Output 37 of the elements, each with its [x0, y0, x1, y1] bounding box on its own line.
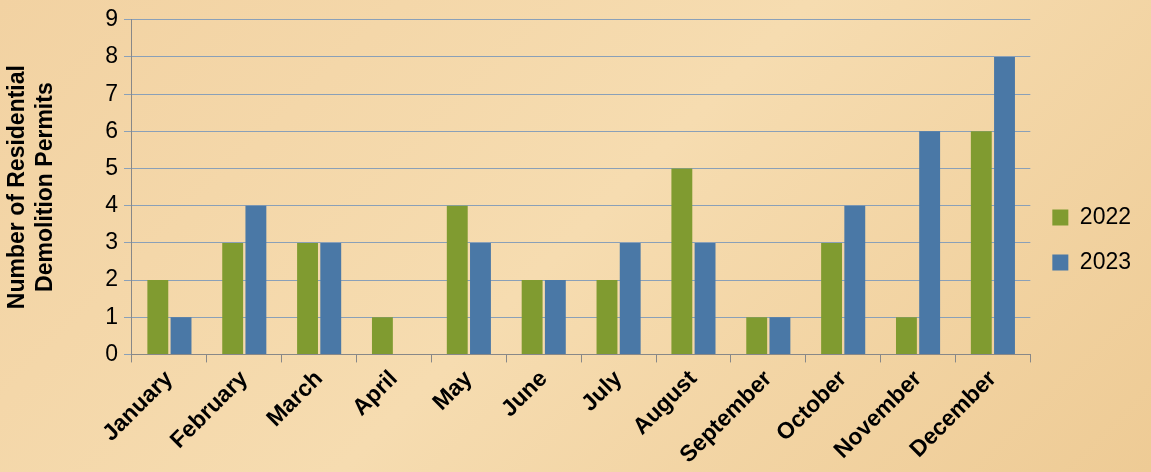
- bar: [671, 168, 693, 354]
- y-axis-title: Number of Residential Demolition Permits: [3, 65, 57, 310]
- legend-label: 2022: [1079, 202, 1132, 229]
- bar: [297, 242, 318, 354]
- bar: [544, 280, 566, 354]
- bar: [919, 131, 941, 354]
- bar: [746, 317, 768, 354]
- bar: [222, 242, 244, 354]
- y-tick-label: 0: [105, 339, 118, 366]
- y-tick-label: 2: [105, 265, 118, 292]
- bar: [521, 280, 543, 354]
- y-tick-label: 4: [105, 191, 119, 218]
- bar: [470, 242, 491, 354]
- bar: [446, 205, 468, 354]
- y-tick-label: 9: [105, 5, 118, 32]
- bar: [994, 56, 1015, 354]
- y-tick-label: 6: [105, 116, 118, 143]
- bar: [320, 242, 342, 354]
- y-tick-label: 1: [105, 302, 118, 329]
- bar: [895, 317, 917, 354]
- y-tick-label: 8: [105, 42, 118, 69]
- bar: [694, 242, 716, 354]
- x-tick-label: May: [426, 364, 478, 415]
- bar: [170, 317, 192, 354]
- bar: [147, 280, 169, 354]
- y-tick-label: 5: [105, 153, 118, 180]
- y-tick-label: 3: [105, 228, 118, 255]
- bar: [970, 131, 992, 354]
- y-tick-label: 7: [105, 79, 118, 106]
- bar: [769, 317, 791, 354]
- bar: [844, 205, 866, 354]
- bar: [245, 205, 267, 354]
- bar: [821, 242, 843, 354]
- bar: [371, 317, 393, 354]
- bar: [596, 280, 618, 354]
- legend-label: 2023: [1079, 247, 1132, 274]
- bar: [619, 242, 641, 354]
